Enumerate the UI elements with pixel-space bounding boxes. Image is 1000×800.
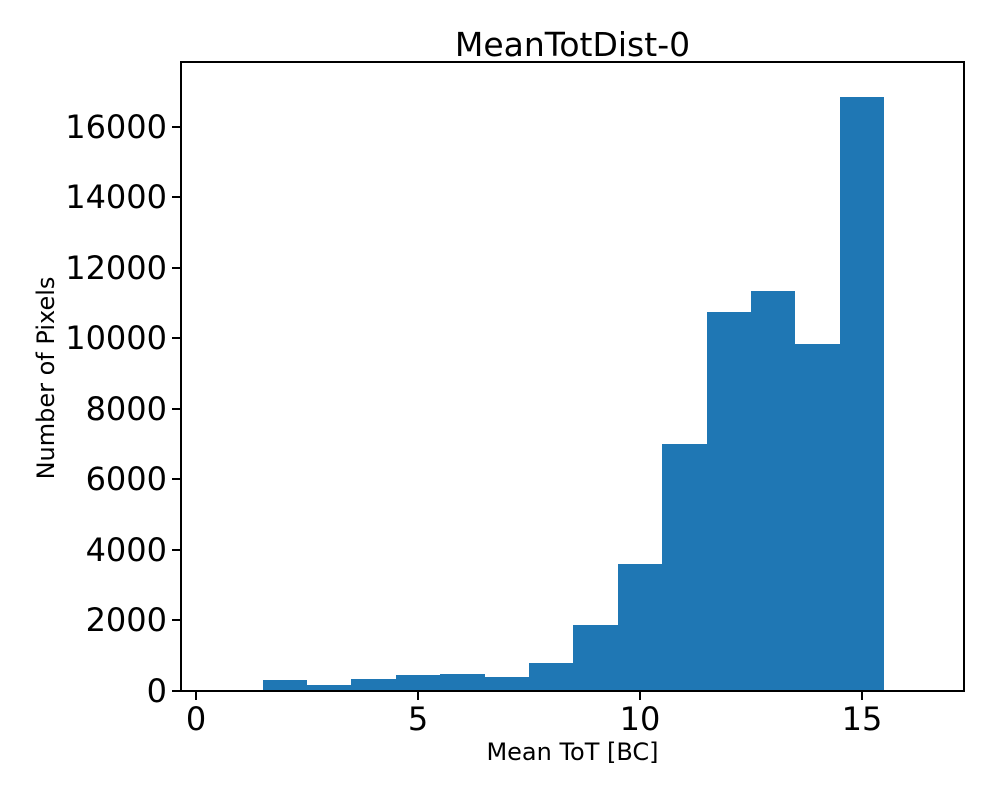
y-axis-tick-label: 4000 xyxy=(85,530,167,569)
y-axis-tick-label: 10000 xyxy=(65,319,167,358)
x-axis-tick-label: 15 xyxy=(841,700,883,738)
y-axis-tick-label: 16000 xyxy=(65,107,167,146)
y-axis-tick-label: 0 xyxy=(146,672,167,710)
histogram-bar xyxy=(573,625,618,691)
x-axis-tick xyxy=(639,692,641,700)
y-axis-tick xyxy=(172,690,181,692)
histogram-bar xyxy=(307,685,352,691)
histogram-bar xyxy=(706,312,751,691)
histogram-bar xyxy=(351,678,396,691)
histogram-bar xyxy=(662,444,707,691)
x-axis-tick xyxy=(417,692,419,700)
x-axis-tick-label: 10 xyxy=(619,700,661,738)
histogram-bar xyxy=(617,564,663,691)
histogram-bar xyxy=(839,97,885,691)
histogram-bar xyxy=(795,343,840,691)
x-axis-tick-label: 5 xyxy=(407,700,429,738)
histogram-bar xyxy=(529,663,574,691)
y-axis-tick xyxy=(172,407,181,410)
histogram-bar xyxy=(751,290,796,691)
y-axis-tick-label: 6000 xyxy=(85,460,167,499)
x-axis-tick-label: 0 xyxy=(185,700,207,738)
x-axis-tick xyxy=(861,692,863,700)
chart-title: MeanTotDist-0 xyxy=(454,25,691,64)
y-axis-tick-label: 8000 xyxy=(85,389,167,428)
histogram-bar xyxy=(262,680,307,691)
y-axis-tick xyxy=(172,337,181,340)
y-axis-tick xyxy=(172,619,181,622)
y-axis-tick xyxy=(172,548,181,551)
y-axis-tick xyxy=(172,196,181,199)
histogram-bar xyxy=(395,674,441,691)
histogram-bar xyxy=(440,674,485,691)
y-axis-tick-label: 14000 xyxy=(65,178,167,217)
y-axis-tick xyxy=(172,125,181,128)
histogram-bar xyxy=(484,676,529,691)
y-axis-tick xyxy=(172,478,181,481)
y-axis-tick-label: 2000 xyxy=(85,601,167,640)
y-axis-tick-label: 12000 xyxy=(65,248,167,287)
x-axis-label: Mean ToT [BC] xyxy=(486,738,659,766)
x-axis-tick xyxy=(195,692,197,700)
y-axis-tick xyxy=(172,266,181,269)
